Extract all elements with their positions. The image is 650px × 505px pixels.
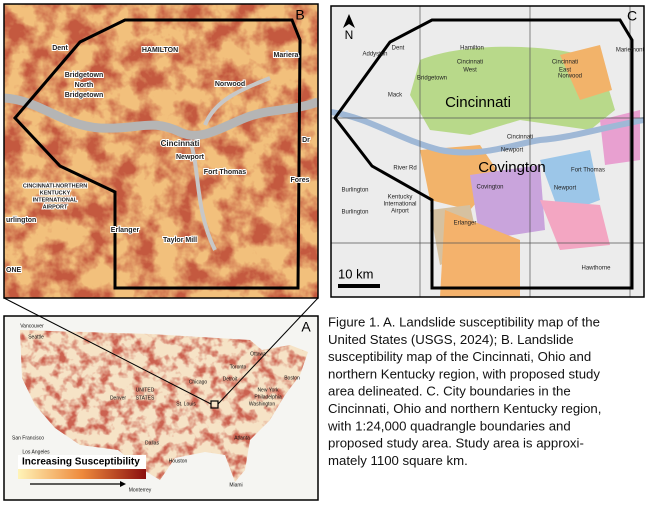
legend-arrow-head xyxy=(120,481,126,487)
caption-line: area delineated. C. City boundaries in t… xyxy=(328,384,571,399)
map-label: INTERNATIONAL xyxy=(33,197,78,203)
map-label: San Francisco xyxy=(12,435,44,441)
map-label: Detroit xyxy=(223,376,238,382)
caption-line: with 1:24,000 quadrangle boundaries and xyxy=(327,418,571,433)
map-label: Covington xyxy=(478,159,546,176)
map-label: HAMILTON xyxy=(142,47,178,54)
map-label: Mack xyxy=(388,93,403,99)
map-label: North xyxy=(75,82,94,89)
panel-letter: A xyxy=(301,319,311,335)
map-label: Miami xyxy=(229,482,242,488)
map-label: ONE xyxy=(6,267,22,274)
caption-line: northern Kentucky region, with proposed … xyxy=(328,366,600,381)
map-label: West xyxy=(463,68,477,74)
panel-a-frame xyxy=(3,315,319,501)
map-label: Mariemont xyxy=(616,48,645,54)
map-label: River Rd xyxy=(393,166,416,172)
map-label: Cincinnati xyxy=(552,60,578,66)
map-label: Atlanta xyxy=(234,435,250,441)
map-label: St. Louis xyxy=(176,401,196,407)
map-label: Norwood xyxy=(558,74,582,80)
map-label: Cincinnati xyxy=(445,94,511,111)
map-label: Newport xyxy=(501,148,524,154)
panel-letter: B xyxy=(295,7,304,23)
map-label: Erlanger xyxy=(111,227,140,234)
map-label: STATES xyxy=(136,395,155,401)
map-label: Hawthorne xyxy=(581,266,611,272)
map-label: Kentucky xyxy=(388,195,413,201)
map-label: Fort Thomas xyxy=(204,169,246,176)
caption-line: susceptibility map of the Cincinnati, Oh… xyxy=(328,349,591,364)
legend-label: Increasing Susceptibility xyxy=(22,457,140,468)
map-label: Dallas xyxy=(145,440,159,446)
map-label: Chicago xyxy=(189,379,208,385)
map-label: Vancouver xyxy=(20,323,44,329)
map-label: Covington xyxy=(476,185,503,191)
legend-box xyxy=(18,455,146,469)
panel-letter: C xyxy=(627,8,637,24)
map-label: Denver xyxy=(110,395,126,401)
map-label: Philadelphia xyxy=(254,394,281,400)
north-label: N xyxy=(345,28,354,42)
map-label: Burlington xyxy=(341,188,368,194)
map-label: Ottawa xyxy=(250,351,266,357)
caption-line: United States (USGS, 2024); B. Landslide xyxy=(328,332,574,347)
map-label: International xyxy=(383,202,416,208)
map-label: AIRPORT xyxy=(43,204,68,210)
map-label: Toronto xyxy=(230,364,247,370)
map-label: Monterrey xyxy=(129,487,152,493)
legend-gradient xyxy=(18,469,146,479)
map-label: Mariera xyxy=(274,52,299,59)
caption-line: mately 1100 square km. xyxy=(328,453,468,468)
map-label: urlington xyxy=(6,217,36,224)
panel-c-frame xyxy=(330,5,645,298)
map-label: Dent xyxy=(392,46,405,52)
map-label: Dr xyxy=(302,137,310,144)
map-label: Erlanger xyxy=(454,221,477,227)
map-label: Bridgetown xyxy=(417,76,447,82)
map-label: Taylor Mill xyxy=(163,237,197,244)
caption-line: Figure 1. A. Landslide susceptibility ma… xyxy=(328,314,600,329)
map-label: Hamilton xyxy=(460,46,484,52)
map-label: New York xyxy=(257,387,279,393)
map-label: KENTUCKY xyxy=(40,190,71,196)
caption-line: Cincinnati, Ohio and northern Kentucky r… xyxy=(328,401,601,416)
map-label: Cincinnati xyxy=(507,135,533,141)
connector-line xyxy=(3,297,212,405)
panel-b-map xyxy=(4,4,318,298)
map-label: Boston xyxy=(284,375,300,381)
map-label: UNITED xyxy=(136,387,155,393)
map-label: Los Angeles xyxy=(22,449,50,455)
connector-line xyxy=(217,297,319,405)
map-label: CINCINNATI-NORTHERN xyxy=(23,183,87,189)
map-label: Fort Thomas xyxy=(571,168,605,174)
map-label: East xyxy=(559,68,571,74)
map-label: Cincinnati xyxy=(161,139,200,148)
map-label: Houston xyxy=(169,458,188,464)
map-label: Bridgetown xyxy=(65,72,104,79)
panel-b-frame xyxy=(3,3,319,299)
map-label: Addyston xyxy=(362,52,387,58)
scale-label: 10 km xyxy=(338,266,373,281)
map-label: Cincinnati xyxy=(457,60,483,66)
panel-c-map xyxy=(331,6,644,297)
map-label: Burlington xyxy=(341,210,368,216)
map-label: Seattle xyxy=(28,334,44,340)
map-label: Airport xyxy=(391,209,409,215)
map-label: Fores xyxy=(290,177,309,184)
map-label: Norwood xyxy=(215,81,245,88)
caption-line: proposed study area. Study area is appro… xyxy=(328,436,584,451)
map-label: Newport xyxy=(554,186,577,192)
map-label: Dent xyxy=(52,45,68,52)
map-label: Newport xyxy=(176,154,205,161)
map-label: Bridgetown xyxy=(65,92,104,99)
map-label: Washington xyxy=(249,401,275,407)
